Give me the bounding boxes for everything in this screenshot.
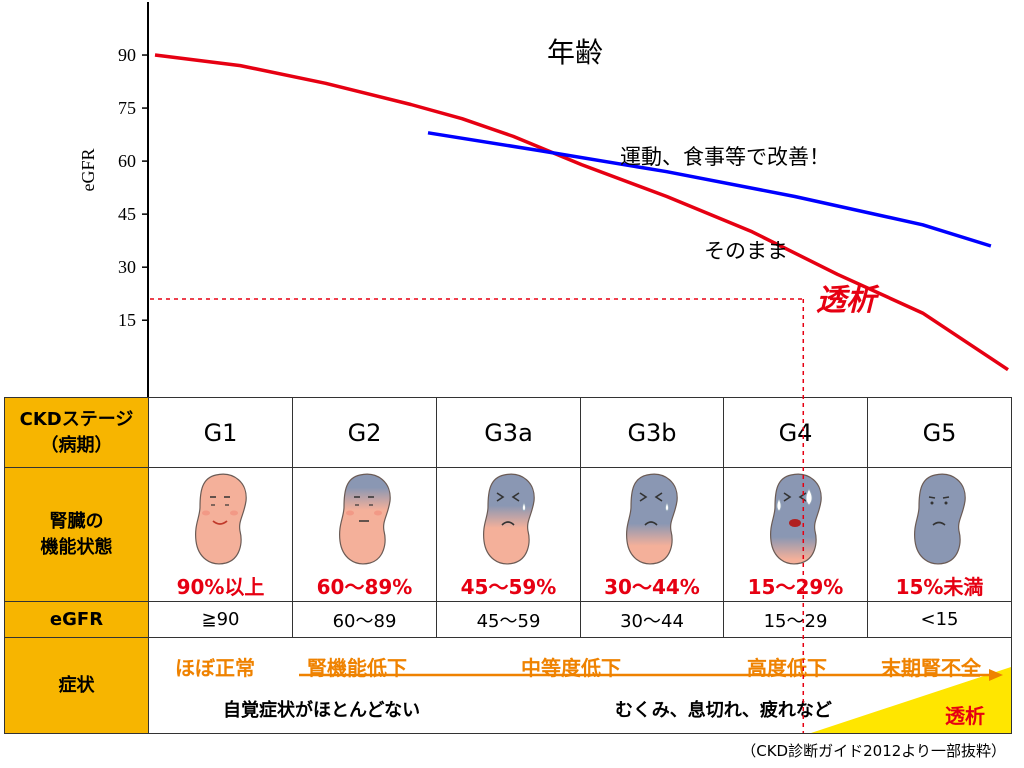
symptom-cell: ほぼ正常 腎機能低下 中等度低下 高度低下 末期腎不全 自覚症状がほとんどない … [148,637,1012,734]
function-g2: 60～89% [316,575,413,599]
symptom-row: 症状 ほぼ正常 腎機能低下 中等度低下 高度低下 末期腎不全 自覚症状がほとんど… [4,637,1012,734]
dialysis-wedge [812,667,1011,733]
symptom-mild: 腎機能低下 [307,656,407,680]
egfr-line-chart: 90 75 60 45 30 15 eGFR 年齢 運動、食事等で改善！ そのまま 透析 [78,2,1009,398]
y-tick-label-15: 15 [118,310,136,330]
function-g4: 15～29% [747,575,844,599]
series-layer [154,53,1009,372]
kidney-g2-icon [338,473,391,565]
kidney-header-line2: 機能状態 [40,536,113,558]
function-g1: 90%以上 [176,575,265,599]
egfr-g4: 15～29 [723,601,868,638]
series-label-unchanged: そのまま [704,239,788,263]
y-tick-label-45: 45 [118,204,136,224]
stage-header-line2: （病期） [40,434,113,456]
kidney-g5-icon [913,473,966,565]
kidney-function-row: 腎臓の 機能状態 90%以上 60～89% 45～59% 30～44% 15～2… [4,467,1012,602]
stage-g5: G5 [867,397,1012,468]
function-g5: 15%未満 [895,575,984,599]
kidney-cell-g5: 15%未満 [867,467,1012,602]
egfr-g3b: 30～44 [580,601,724,638]
stage-g3b: G3b [580,397,724,468]
symptom-dialysis: 透析 [945,704,985,728]
symptom-header: 症状 [4,637,149,734]
y-axis-label: eGFR [78,148,98,191]
kidney-function-header: 腎臓の 機能状態 [4,467,149,602]
symptom-g1: ほぼ正常 [175,656,255,680]
stage-header-line1: CKDステージ [19,408,134,430]
symptom-severe: 高度低下 [747,656,827,680]
kidney-g3b-icon [625,473,678,565]
kidney-g1-icon [194,473,247,565]
y-tick-label-90: 90 [118,45,136,65]
symptom-none: 自覚症状がほとんどない [223,700,421,721]
symptom-end: 末期腎不全 [881,656,981,680]
egfr-g5: <15 [867,601,1012,638]
series-line-improved [427,131,992,248]
series-label-improved: 運動、食事等で改善！ [620,145,830,169]
chart-title: 年齢 [547,36,603,69]
y-ticks: 90 75 60 45 30 15 [118,45,148,330]
stage-g3a: G3a [436,397,581,468]
stage-g1: G1 [148,397,293,468]
stage-g4: G4 [723,397,868,468]
function-g3a: 45～59% [460,575,557,599]
stage-header: CKDステージ （病期） [4,397,149,468]
y-tick-label-75: 75 [118,98,136,118]
kidney-cell-g4: 15～29% [723,467,868,602]
ckd-stage-table: CKDステージ （病期） G1 G2 G3a G3b G4 G5 腎臓の 機能状… [4,397,1012,734]
kidney-cell-g1: 90%以上 [148,467,293,602]
y-tick-label-60: 60 [118,151,136,171]
source-note: （CKD診断ガイド2012より一部抜粋） [741,742,1006,760]
egfr-header: eGFR [4,601,149,638]
dialysis-annotation: 透析 [816,283,880,318]
symptom-moderate: 中等度低下 [521,656,621,680]
kidney-g3a-icon [482,473,535,565]
kidney-cell-g3b: 30～44% [580,467,724,602]
egfr-g1: ≧90 [148,601,293,638]
egfr-g2: 60～89 [292,601,437,638]
y-tick-label-30: 30 [118,257,136,277]
egfr-row: eGFR ≧90 60～89 45～59 30～44 15～29 <15 [4,601,1012,638]
progression-arrow [299,669,1003,681]
egfr-g3a: 45～59 [436,601,581,638]
kidney-header-line1: 腎臓の [49,510,104,532]
function-g3b: 30～44% [604,575,700,599]
series-line-unchanged [154,53,1009,372]
stage-row: CKDステージ （病期） G1 G2 G3a G3b G4 G5 [4,397,1012,468]
kidney-g4-icon [769,473,822,565]
kidney-cell-g2: 60～89% [292,467,437,602]
kidney-cell-g3a: 45～59% [436,467,581,602]
stage-g2: G2 [292,397,437,468]
symptom-signs: むくみ、息切れ、疲れなど [615,700,832,721]
